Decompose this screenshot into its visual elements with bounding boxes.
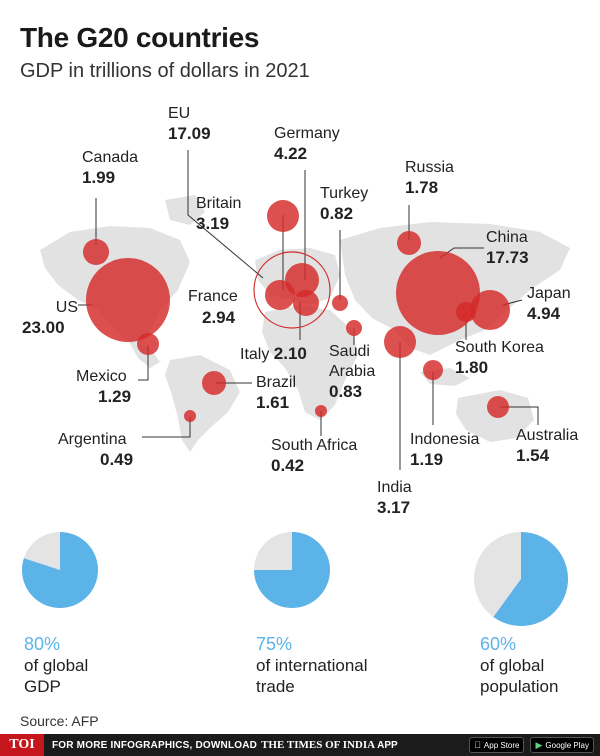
bubble-us [86,258,170,342]
bubble-japan [470,290,510,330]
bubble-britain [267,200,299,232]
label-brazil: Brazil 1.61 [256,374,297,412]
footer-promo-text: FOR MORE INFOGRAPHICS, DOWNLOAD [52,739,258,751]
bubble-eu-ring [253,251,331,329]
label-britain: Britain 3.19 [196,195,242,233]
bubble-china [396,251,480,335]
pie-population-slice [493,532,568,626]
label-india: India 3.17 [377,479,412,517]
label-italy: Italy 2.10 [240,344,307,363]
pie-global-gdp [22,532,98,608]
bubble-mexico [137,333,159,355]
leader-australia [500,406,539,425]
page-subtitle: GDP in trillions of dollars in 2021 [20,60,310,82]
toi-logo[interactable]: TOI [0,734,44,756]
label-saudi-arabia: Saudi Arabia 0.83 [329,343,376,401]
landmass-greenland [165,195,205,225]
page-title: The G20 countries [20,22,260,53]
landmass-africa [262,305,358,420]
footer-app-text: APP [377,739,398,751]
gdp-bubbles [83,200,510,422]
stat-gdp-percent: 80% [24,634,61,654]
label-south-africa: South Africa 0.42 [271,437,358,475]
leader-argentina [142,417,191,438]
bubble-russia [397,231,421,255]
label-south-korea: South Korea 1.80 [455,339,544,377]
bubble-australia [487,396,509,418]
stat-global-population: 60% of global population [480,634,559,696]
label-argentina: Argentina 0.49 [58,431,134,469]
stat-global-gdp: 80% of global GDP [24,634,89,696]
label-china: China 17.73 [486,229,529,267]
label-us: US [55,299,78,316]
google-play-badge[interactable]: ▶ Google Play [530,737,594,753]
label-germany: Germany 4.22 [274,125,340,163]
pie-global-population [474,532,568,626]
label-eu: EU 17.09 [168,105,211,143]
bubble-italy [293,290,319,316]
pie-international-trade [254,532,330,608]
pie-gdp-slice [22,532,98,608]
play-icon: ▶ [535,739,543,750]
bubble-indonesia [423,360,443,380]
label-france-value: 2.94 [202,308,236,327]
label-mexico: Mexico 1.29 [76,368,132,406]
leader-eu [187,150,264,279]
apple-icon:  [474,740,481,750]
stat-international-trade: 75% of international trade [256,634,368,696]
bubble-france [265,280,295,310]
source-note: Source: AFP [20,713,99,729]
bubble-canada [83,239,109,265]
footer-bar: TOI FOR MORE INFOGRAPHICS, DOWNLOAD THE … [0,734,600,756]
pie-trade-slice [254,532,330,608]
label-indonesia: Indonesia 1.19 [410,431,480,469]
stat-trade-percent: 75% [256,634,293,654]
bubble-south-korea [456,302,476,322]
bubble-saudi-arabia [346,320,362,336]
leader-mexico [138,345,149,381]
label-france: France [188,288,238,305]
label-russia: Russia 1.78 [405,159,454,197]
bubble-argentina [184,410,196,422]
bubble-brazil [202,371,226,395]
label-australia: Australia 1.54 [516,427,579,465]
label-japan: Japan 4.94 [527,285,571,323]
bubble-india [384,326,416,358]
label-us-value: 23.00 [22,318,65,337]
footer-brand: THE TIMES OF INDIA [261,739,376,751]
world-map [40,150,570,470]
label-turkey: Turkey 0.82 [320,185,369,223]
app-store-badge[interactable]:  App Store [469,737,525,753]
label-canada: Canada 1.99 [82,149,139,187]
stat-population-percent: 60% [480,634,517,654]
bubble-turkey [332,295,348,311]
bubble-south-africa [315,405,327,417]
